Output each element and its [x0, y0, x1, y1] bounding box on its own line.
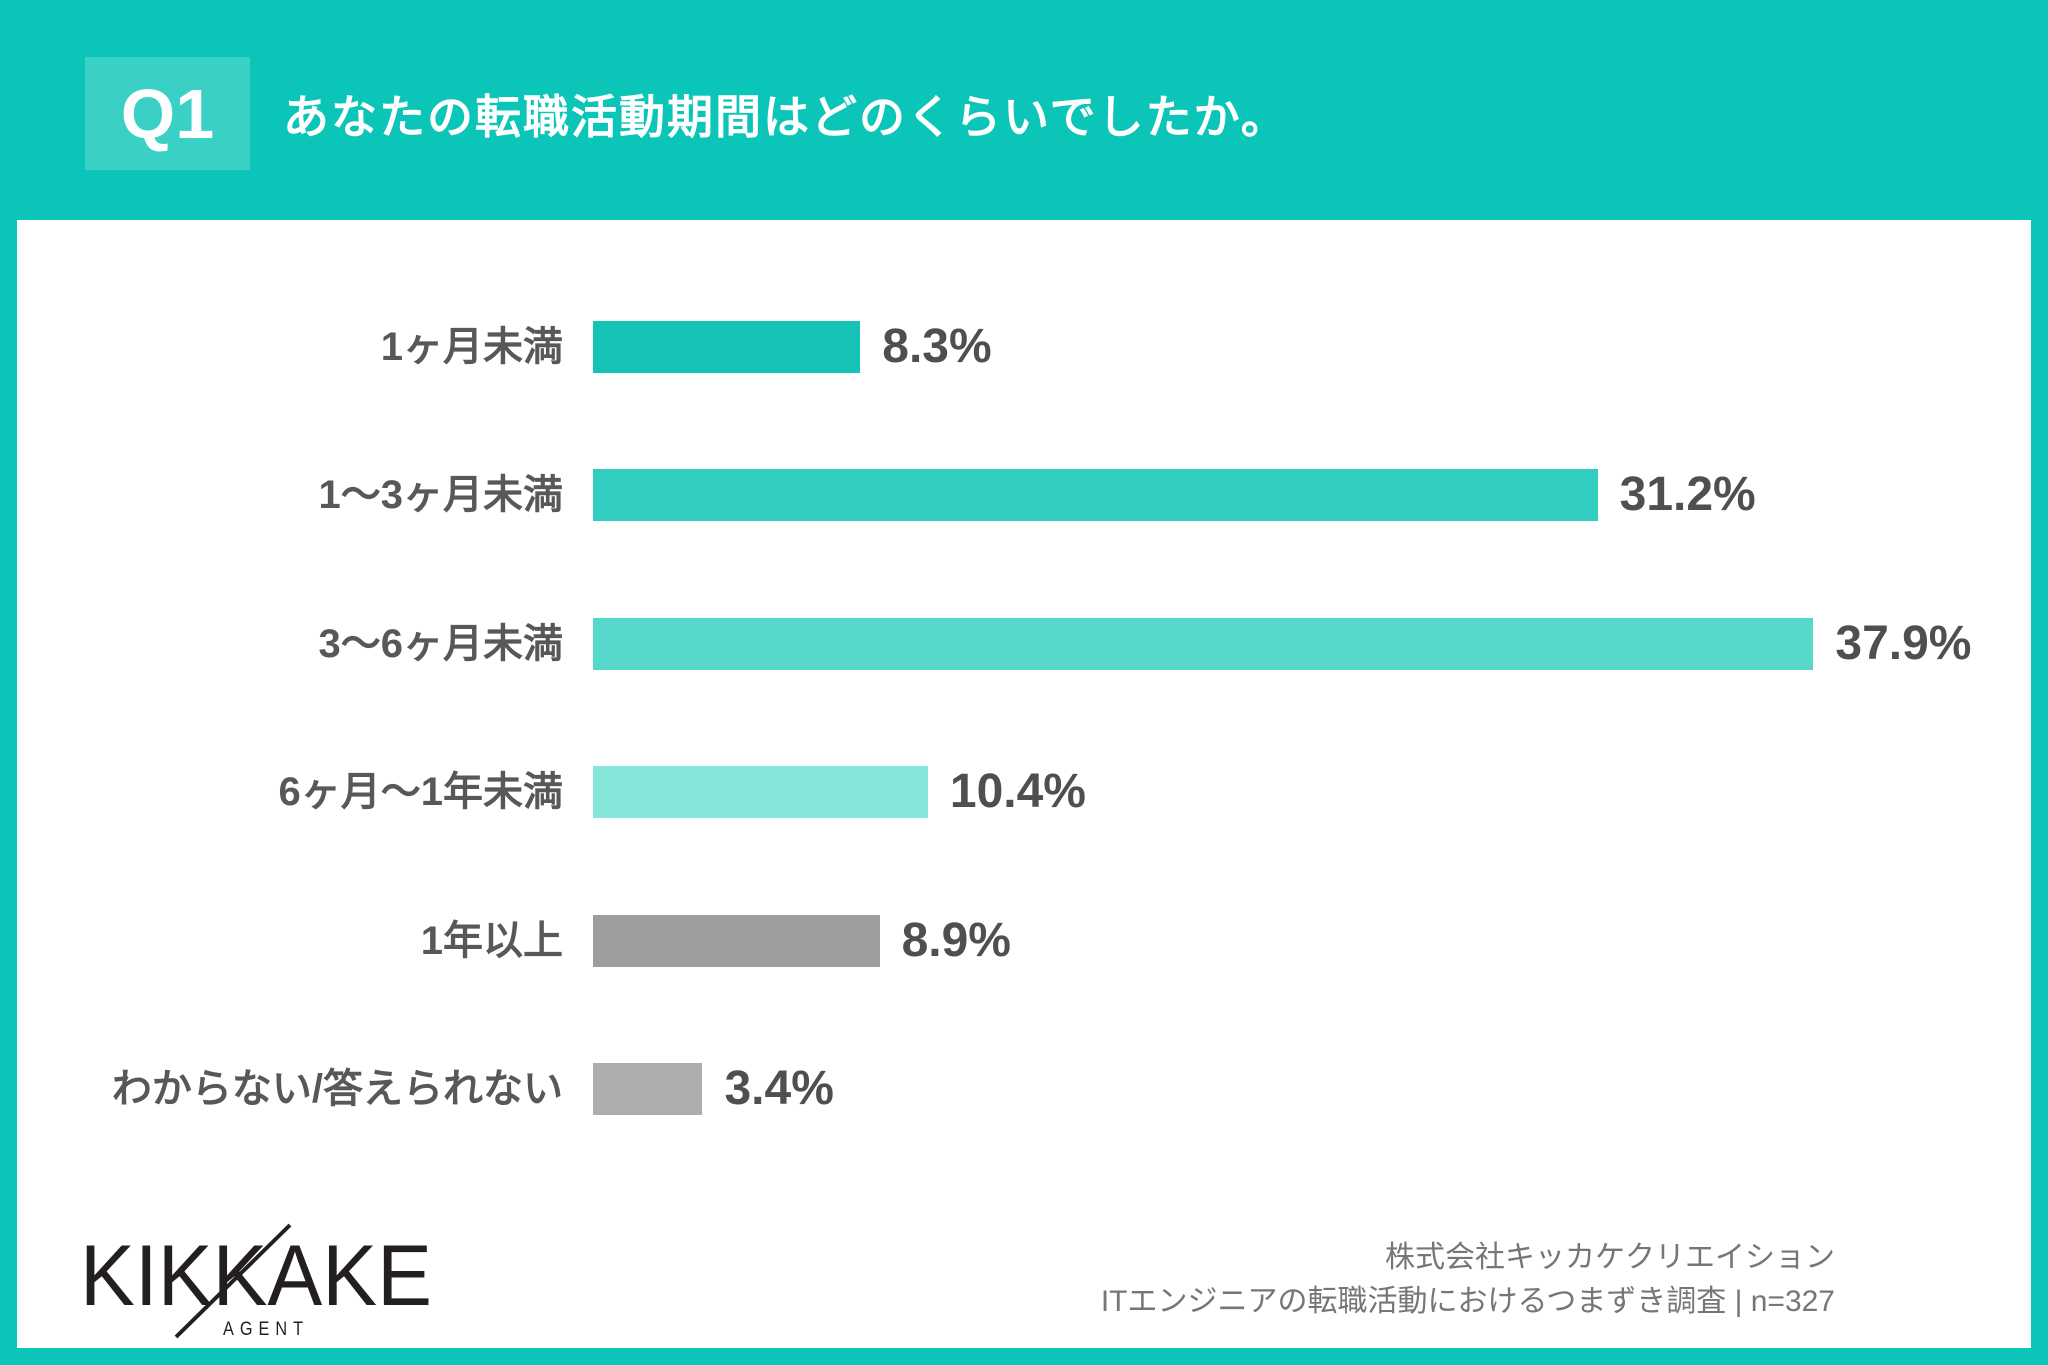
category-label: 1年以上	[420, 918, 563, 963]
chart-row: 6ヶ月〜1年未満 10.4%	[17, 765, 2031, 819]
value-label: 37.9%	[1835, 616, 1972, 670]
value-label: 31.2%	[1619, 468, 1756, 522]
value-label: 3.4%	[724, 1062, 834, 1115]
logo-wordmark: KIKKAKE	[80, 1228, 432, 1324]
page-title: あなたの転職活動期間はどのくらいでしたか。	[283, 90, 1289, 143]
bar	[593, 469, 1598, 522]
chart-row: 1ヶ月未満 8.3%	[17, 320, 2031, 374]
bar	[593, 766, 928, 819]
category-label: わからない/答えられない	[111, 1067, 563, 1111]
bar	[593, 321, 861, 373]
chart-rows: 1ヶ月未満 8.3% 1〜3ヶ月未満 31.2% 3〜6ヶ月未満 37.9% 6…	[17, 220, 2031, 1348]
source-survey: ITエンジニアの転職活動におけるつまずき調査 | n=327	[1100, 1285, 1835, 1318]
chart-row: わからない/答えられない 3.4%	[17, 1062, 2031, 1116]
chart-row: 3〜6ヶ月未満 37.9%	[17, 617, 2031, 671]
bar	[593, 1063, 703, 1115]
category-label: 6ヶ月〜1年未満	[278, 770, 564, 815]
logo-slash-line	[174, 1223, 292, 1339]
value-label: 8.3%	[882, 320, 992, 373]
category-label: 1〜3ヶ月未満	[318, 473, 564, 518]
source-company: 株式会社キッカケクリエイション	[1385, 1241, 1835, 1274]
value-label: 8.9%	[901, 913, 1011, 967]
kikkake-logo: KIKKAKE AGENT	[78, 1223, 458, 1348]
value-label: 10.4%	[949, 765, 1086, 819]
bar	[593, 914, 880, 967]
category-label: 3〜6ヶ月未満	[318, 621, 564, 666]
question-badge-label: Q1	[120, 74, 215, 153]
logo-subtext: AGENT	[223, 1319, 309, 1340]
category-label: 1ヶ月未満	[380, 325, 563, 369]
question-badge: Q1	[85, 57, 250, 170]
kikkake-logo-svg: KIKKAKE AGENT	[80, 1223, 432, 1340]
bar	[593, 617, 1814, 670]
chart-row: 1〜3ヶ月未満 31.2%	[17, 468, 2031, 522]
chart-card: 1ヶ月未満 8.3% 1〜3ヶ月未満 31.2% 3〜6ヶ月未満 37.9% 6…	[17, 220, 2031, 1348]
source-attribution: 株式会社キッカケクリエイション ITエンジニアの転職活動におけるつまずき調査 |…	[1101, 1236, 1835, 1324]
chart-row: 1年以上 8.9%	[17, 914, 2031, 968]
